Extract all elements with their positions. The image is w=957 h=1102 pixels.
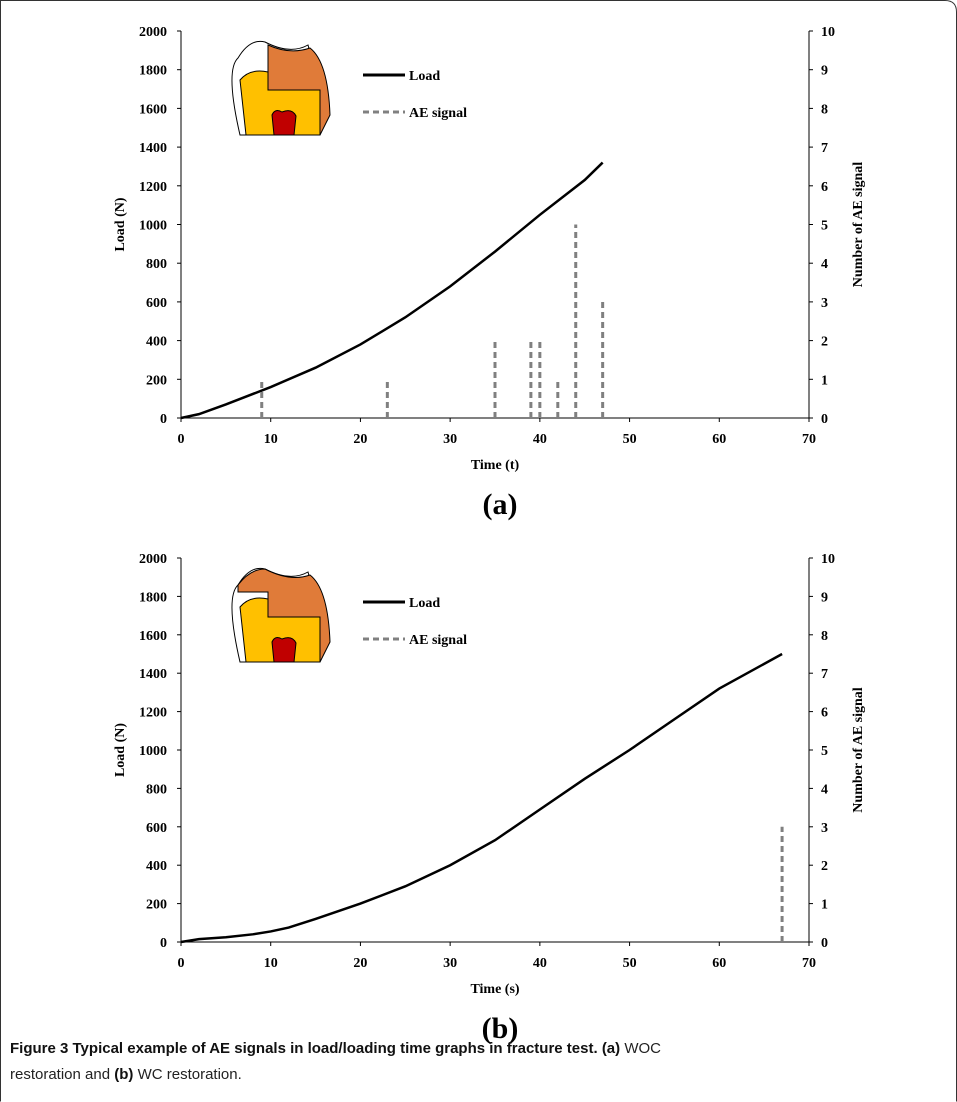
y-tick-label: 2000 <box>139 25 167 40</box>
y2-tick-label: 9 <box>821 64 828 79</box>
load-line <box>180 161 604 420</box>
x-tick-label: 60 <box>712 432 726 447</box>
y2-axis-title: Number of AE signal <box>851 162 866 287</box>
y-tick-label: 1200 <box>139 180 167 195</box>
y-tick-label: 800 <box>146 257 167 272</box>
y-tick-label: 1800 <box>139 64 167 79</box>
y2-tick-label: 6 <box>821 706 828 721</box>
y2-tick-label: 0 <box>821 412 828 427</box>
caption-a: (a) <box>601 1040 621 1057</box>
y-tick-label: 1000 <box>139 744 167 759</box>
y-tick-label: 1600 <box>139 629 167 644</box>
y-tick-label: 400 <box>146 859 167 874</box>
caption-b-text: WC restoration. <box>137 1066 242 1083</box>
x-tick-label: 40 <box>533 956 547 971</box>
y-tick-label: 1800 <box>139 590 167 605</box>
caption-line2-text: restoration and <box>10 1066 111 1083</box>
x-tick-label: 70 <box>802 432 816 447</box>
load-line <box>180 652 783 944</box>
x-tick-label: 20 <box>353 956 367 971</box>
panel-label: (a) <box>483 488 518 521</box>
y-tick-label: 200 <box>146 898 167 913</box>
x-tick-label: 10 <box>264 956 278 971</box>
y2-tick-label: 8 <box>821 629 828 644</box>
y2-tick-label: 3 <box>821 296 828 311</box>
y2-tick-label: 9 <box>821 590 828 605</box>
x-tick-label: 50 <box>623 956 637 971</box>
y-axis-title: Load (N) <box>113 197 128 251</box>
y-tick-label: 800 <box>146 782 167 797</box>
y2-tick-label: 10 <box>821 25 835 40</box>
x-tick-label: 40 <box>533 432 547 447</box>
x-tick-label: 30 <box>443 432 457 447</box>
y2-axis-title: Number of AE signal <box>851 687 866 812</box>
y2-tick-label: 0 <box>821 936 828 951</box>
y-tick-label: 0 <box>160 412 167 427</box>
y2-tick-label: 4 <box>821 782 828 797</box>
y-tick-label: 2000 <box>139 552 167 567</box>
y-tick-label: 1400 <box>139 667 167 682</box>
y2-tick-label: 7 <box>821 667 828 682</box>
y-tick-label: 400 <box>146 335 167 350</box>
panel-label: (b) <box>482 1012 519 1045</box>
caption-line1: Figure 3 Typical example of AE signals i… <box>10 1040 661 1057</box>
y-tick-label: 600 <box>146 296 167 311</box>
x-tick-label: 0 <box>178 956 185 971</box>
y2-tick-label: 4 <box>821 257 828 272</box>
x-tick-label: 30 <box>443 956 457 971</box>
legend-label: AE signal <box>409 633 467 648</box>
y-tick-label: 1600 <box>139 102 167 117</box>
y-tick-label: 1000 <box>139 219 167 234</box>
y2-tick-label: 3 <box>821 821 828 836</box>
y2-tick-label: 6 <box>821 180 828 195</box>
caption-b: (b) <box>114 1066 134 1083</box>
y2-tick-label: 8 <box>821 102 828 117</box>
x-axis-title: Time (t) <box>471 458 520 473</box>
y-tick-label: 0 <box>160 936 167 951</box>
y-tick-label: 1400 <box>139 141 167 156</box>
x-tick-label: 20 <box>353 432 367 447</box>
y2-tick-label: 5 <box>821 219 828 234</box>
y2-tick-label: 1 <box>821 373 828 388</box>
y-tick-label: 200 <box>146 373 167 388</box>
y2-tick-label: 1 <box>821 898 828 913</box>
caption-title: Figure 3 Typical example of AE signals i… <box>10 1040 598 1057</box>
tooth-icon <box>231 567 331 663</box>
x-tick-label: 60 <box>712 956 726 971</box>
tooth-icon <box>231 40 331 136</box>
y-tick-label: 1200 <box>139 706 167 721</box>
x-tick-label: 70 <box>802 956 816 971</box>
caption-line2: restoration and (b) WC restoration. <box>10 1066 242 1083</box>
legend-label: Load <box>409 69 440 84</box>
y2-tick-label: 2 <box>821 335 828 350</box>
y-axis-title: Load (N) <box>113 723 128 777</box>
y2-tick-label: 7 <box>821 141 828 156</box>
caption-a-text: WOC <box>624 1040 661 1057</box>
x-axis-title: Time (s) <box>470 982 519 997</box>
y2-tick-label: 5 <box>821 744 828 759</box>
x-tick-label: 50 <box>623 432 637 447</box>
y-tick-label: 600 <box>146 821 167 836</box>
x-tick-label: 10 <box>264 432 278 447</box>
y2-tick-label: 2 <box>821 859 828 874</box>
y2-tick-label: 10 <box>821 552 835 567</box>
legend-label: AE signal <box>409 106 467 121</box>
x-tick-label: 0 <box>178 432 185 447</box>
legend-label: Load <box>409 596 440 611</box>
